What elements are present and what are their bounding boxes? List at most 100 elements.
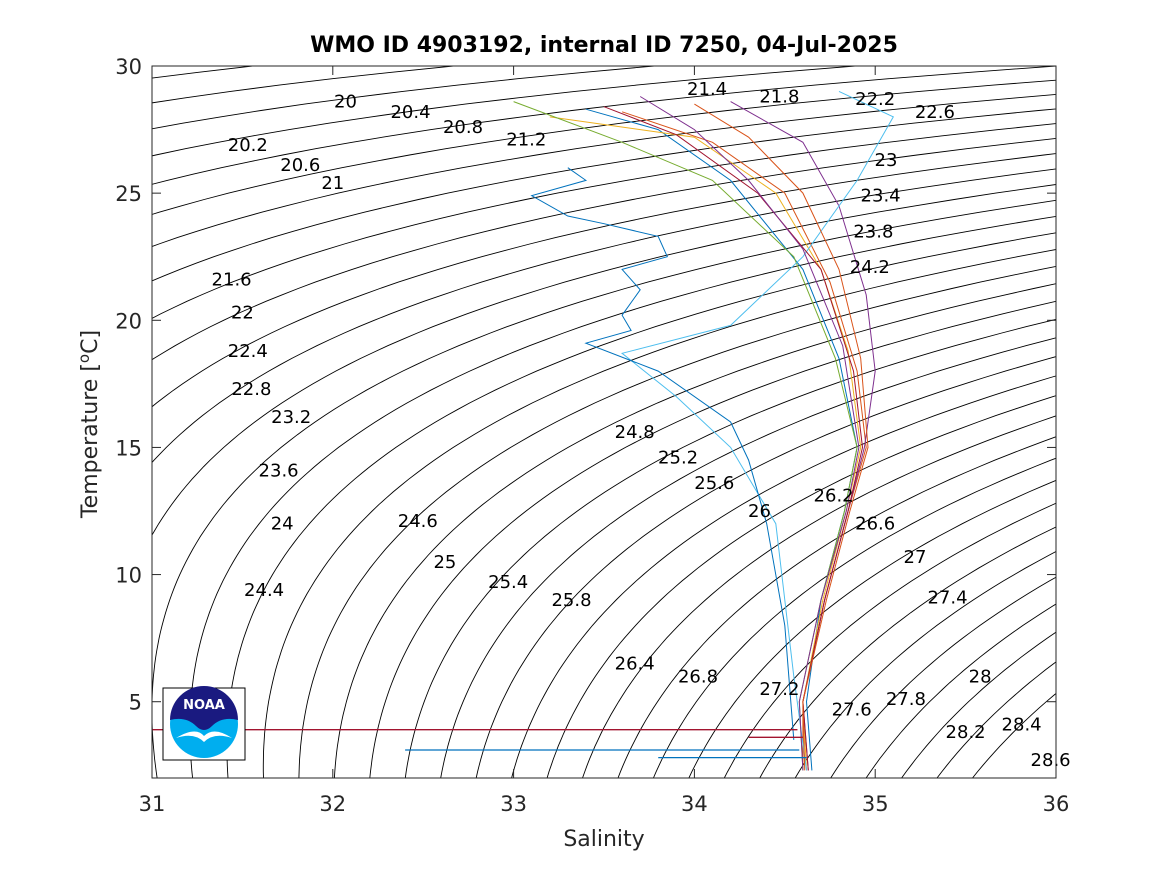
- x-tick-label: 34: [681, 792, 708, 816]
- profile-line: [530, 167, 795, 740]
- contour-label: 20.6: [280, 155, 320, 176]
- contour-label: 22.6: [915, 102, 955, 123]
- contour-label: 28.2: [946, 722, 986, 743]
- y-tick-label: 30: [115, 55, 142, 79]
- contour-label: 21.4: [687, 79, 727, 100]
- y-tick-label: 5: [129, 691, 142, 715]
- density-contour-line: [617, 436, 1056, 778]
- profile-line: [621, 90, 895, 771]
- density-contour-line: [226, 232, 1056, 778]
- contour-label: 28.6: [1031, 750, 1071, 771]
- density-contour-line: [152, 138, 1056, 361]
- contour-label: 26.8: [678, 666, 718, 687]
- density-contour-line: [189, 215, 1056, 778]
- contour-label: 22.2: [855, 89, 895, 110]
- contour-label: 20.2: [228, 135, 268, 156]
- profile-lines: [152, 90, 895, 771]
- contour-label: 25.4: [488, 572, 528, 593]
- profile-line: [603, 106, 864, 771]
- contour-label: 24.6: [398, 511, 438, 532]
- contour-label: 20: [334, 92, 357, 113]
- x-tick-label: 35: [862, 792, 889, 816]
- density-contour-line: [152, 93, 1056, 247]
- contour-label: 25.2: [658, 448, 698, 469]
- contour-label: 25: [433, 552, 456, 573]
- density-contour-line: [152, 79, 1056, 215]
- density-contour-line: [152, 199, 1056, 778]
- density-contour-line: [830, 576, 1056, 778]
- contour-label: 21: [321, 173, 344, 194]
- contour-label: 20.4: [390, 102, 430, 123]
- contour-label: 26.2: [814, 486, 854, 507]
- density-contour-line: [152, 153, 1056, 408]
- contour-label: 22: [231, 303, 254, 324]
- x-tick-label: 32: [319, 792, 346, 816]
- y-tick-label: 20: [115, 309, 142, 333]
- contour-label: 22.4: [228, 341, 268, 362]
- density-contour-line: [333, 283, 1056, 778]
- contour-label: 24: [271, 514, 294, 535]
- density-contour-line: [152, 184, 1056, 536]
- axis-ticks: 31 32 33 34 35 36 5 10 15 20 25 30: [115, 55, 1069, 816]
- y-tick-label: 25: [115, 182, 142, 206]
- density-contour-line: [759, 526, 1056, 778]
- contour-label: 26: [748, 501, 771, 522]
- noaa-logo: NOAA: [162, 686, 246, 761]
- density-contour-line: [404, 318, 1056, 778]
- logo-text: NOAA: [183, 698, 225, 713]
- y-axis-label: Temperature [oC]: [75, 330, 103, 519]
- y-tick-label: 15: [115, 436, 142, 460]
- contour-label: 24.8: [615, 422, 655, 443]
- contour-label: 27: [904, 547, 927, 568]
- contour-label: 23.2: [271, 407, 311, 428]
- density-contour-line: [865, 603, 1056, 778]
- x-tick-label: 31: [139, 792, 166, 816]
- profile-line: [549, 116, 862, 771]
- contour-label: 23.8: [853, 221, 893, 242]
- contour-label: 23: [875, 150, 898, 171]
- axes-box: [151, 65, 1057, 779]
- density-contour-line: [582, 415, 1056, 778]
- contour-label: 28.4: [1002, 715, 1042, 736]
- x-tick-label: 36: [1043, 792, 1070, 816]
- x-tick-label: 33: [500, 792, 527, 816]
- contour-label: 23.4: [861, 186, 901, 207]
- density-contour-line: [440, 337, 1056, 778]
- contour-label: 26.6: [855, 514, 895, 535]
- density-contour-line: [262, 249, 1056, 778]
- contour-label: 21.8: [759, 87, 799, 108]
- chart-title: WMO ID 4903192, internal ID 7250, 04-Jul…: [310, 33, 898, 58]
- density-contour-line: [511, 375, 1056, 778]
- contour-label: 20.8: [443, 117, 483, 138]
- contour-label: 27.2: [759, 679, 799, 700]
- density-contour-line: [152, 168, 1056, 464]
- density-contour-line: [688, 479, 1056, 778]
- density-contour-line: [152, 108, 1056, 282]
- density-contour-line: [152, 123, 1056, 319]
- contour-label: 24.4: [244, 580, 284, 601]
- contour-label: 27.6: [832, 699, 872, 720]
- contour-label: 21.2: [506, 130, 546, 151]
- density-contour-line: [298, 265, 1056, 778]
- density-contour-line: [901, 631, 1056, 778]
- x-axis-label: Salinity: [563, 827, 644, 852]
- profile-line: [694, 103, 869, 771]
- density-contour-line: [794, 551, 1056, 778]
- contour-label: 21.6: [212, 270, 252, 291]
- contour-label: 24.2: [850, 257, 890, 278]
- contour-label: 23.6: [259, 460, 299, 481]
- contour-label: 25.8: [551, 590, 591, 611]
- contour-label: 22.8: [231, 379, 271, 400]
- density-contour-line: [369, 300, 1056, 778]
- contour-label: 26.4: [615, 654, 655, 675]
- logo-bird-top: [170, 686, 238, 730]
- profile-line: [639, 96, 860, 771]
- contour-labels: 20 20.420.821.221.4 21.8 22.222.620.220.621…: [212, 79, 1071, 771]
- density-contour-line: [652, 457, 1056, 778]
- density-contour-line: [546, 395, 1056, 778]
- logo-bird-wing: [176, 731, 232, 742]
- y-tick-label: 10: [115, 564, 142, 588]
- contour-label: 27.4: [927, 588, 967, 609]
- contour-label: 28: [969, 666, 992, 687]
